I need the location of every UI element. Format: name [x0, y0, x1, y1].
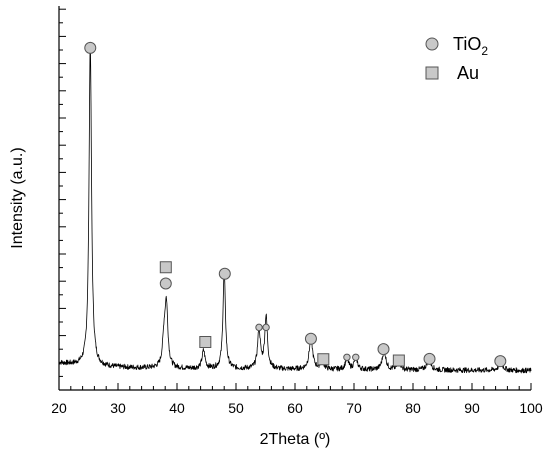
- legend-au-marker: [425, 66, 439, 80]
- x-tick-label: 60: [287, 400, 303, 416]
- au-marker: [199, 336, 212, 348]
- y-axis-title: Intensity (a.u.): [9, 147, 26, 248]
- x-tick-label: 100: [519, 400, 543, 416]
- x-axis-title: 2Theta (º): [260, 431, 331, 448]
- tio2-marker: [343, 353, 351, 361]
- tio2-marker: [352, 353, 360, 361]
- tio2-marker: [255, 323, 263, 332]
- legend: TiO2 Au: [425, 34, 488, 83]
- x-tick-label: 50: [228, 400, 244, 416]
- tio2-marker: [84, 41, 97, 54]
- tio2-marker: [218, 267, 231, 280]
- phase-markers: [84, 41, 507, 368]
- x-tick-label: 80: [405, 400, 421, 416]
- x-ticks: [58, 383, 532, 390]
- y-ticks: [59, 8, 66, 391]
- x-tick-label: 90: [464, 400, 480, 416]
- tio2-marker: [377, 343, 390, 356]
- xrd-pattern-line: [58, 41, 532, 374]
- au-marker: [392, 354, 405, 367]
- tio2-marker: [494, 355, 507, 368]
- legend-tio2-label: TiO2: [453, 34, 488, 58]
- tio2-marker: [262, 323, 270, 332]
- x-tick-label: 30: [110, 400, 126, 416]
- tio2-marker: [423, 352, 436, 365]
- legend-au-label: Au: [457, 63, 479, 83]
- tio2-marker: [304, 332, 317, 345]
- x-tick-labels: 20 30 40 50 60 70 80 90 100: [51, 400, 543, 416]
- au-marker: [159, 261, 172, 274]
- au-marker: [317, 353, 330, 366]
- tio2-marker: [159, 277, 172, 290]
- legend-tio2-marker: [425, 37, 439, 51]
- x-tick-label: 70: [346, 400, 362, 416]
- x-tick-label: 40: [169, 400, 185, 416]
- x-tick-label: 20: [51, 400, 67, 416]
